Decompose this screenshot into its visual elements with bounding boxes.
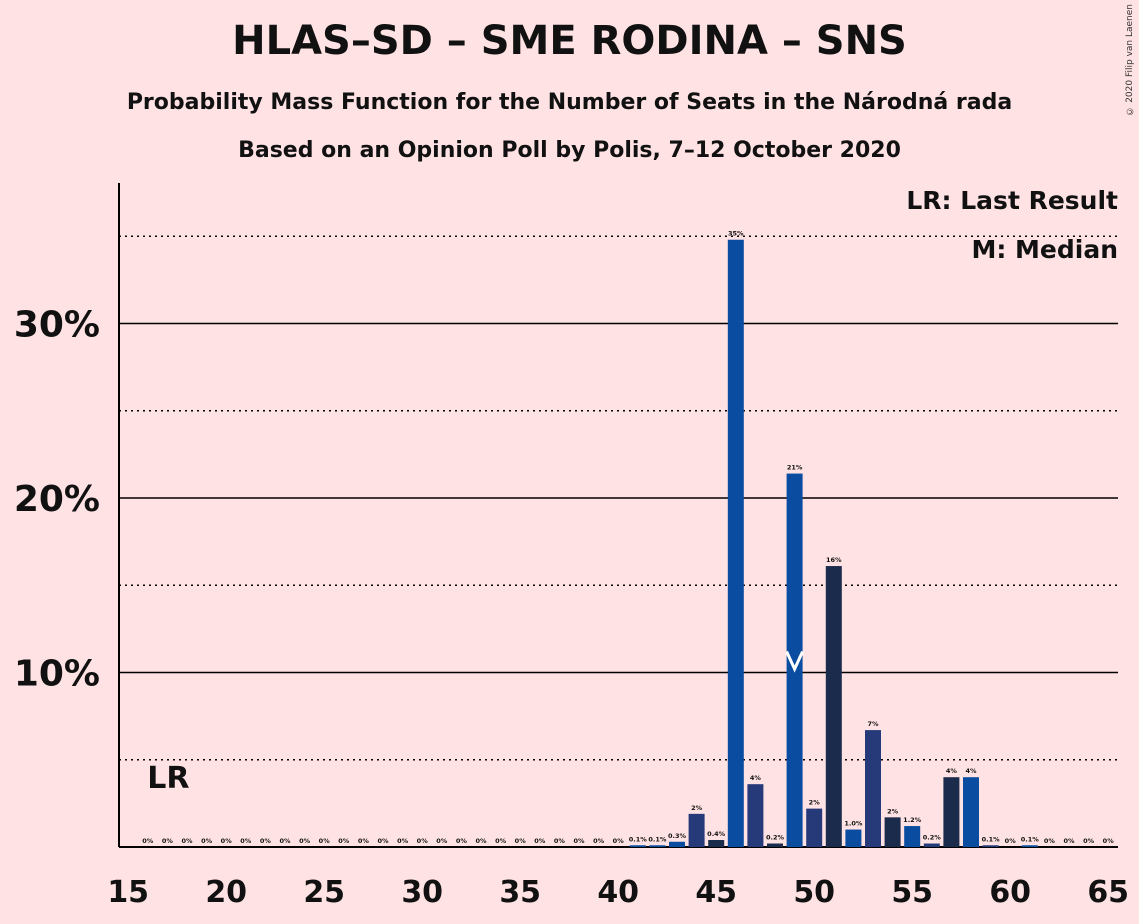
y-tick-label: 20% xyxy=(14,479,100,520)
y-tick-label: 30% xyxy=(14,305,100,346)
chart-source: Based on an Opinion Poll by Polis, 7–12 … xyxy=(238,138,901,163)
x-tick-label: 65 xyxy=(1087,875,1129,910)
bar-value-label: 21% xyxy=(787,464,803,472)
bar-value-label: 0% xyxy=(417,837,429,845)
bar-seats-58 xyxy=(963,777,979,847)
bar-seats-45 xyxy=(708,840,725,847)
x-tick-label: 15 xyxy=(107,875,149,910)
last-result-marker: LR xyxy=(147,761,189,796)
bar-seats-42 xyxy=(649,845,666,847)
x-tick-label: 35 xyxy=(499,875,541,910)
median-marker xyxy=(785,650,804,673)
bar-seats-46 xyxy=(727,239,744,848)
bar-value-label: 0% xyxy=(397,837,409,845)
x-tick-label: 20 xyxy=(205,875,247,910)
x-tick-label: 40 xyxy=(597,875,639,910)
bar-value-label: 0% xyxy=(377,837,389,845)
bar-value-label: 2% xyxy=(809,799,821,807)
x-tick-label: 30 xyxy=(401,875,443,910)
bar-seats-57 xyxy=(943,777,960,847)
bar-value-label: 4% xyxy=(750,774,762,782)
x-tick-label: 50 xyxy=(793,875,835,910)
bar-value-label: 1.2% xyxy=(903,816,922,824)
bar-value-label: 0.2% xyxy=(766,834,785,842)
bar-value-label: 0.1% xyxy=(982,835,1001,843)
bar-seats-43 xyxy=(669,841,685,847)
bar-seats-50 xyxy=(806,808,823,847)
x-tick-label: 25 xyxy=(303,875,345,910)
bar-value-label: 0% xyxy=(279,837,291,845)
bar-value-label: 0% xyxy=(1044,837,1056,845)
bar-value-label: 0% xyxy=(1103,837,1115,845)
bar-value-label: 0.1% xyxy=(1021,835,1040,843)
bar-value-label: 0% xyxy=(1005,837,1017,845)
bar-value-label: 0% xyxy=(554,837,566,845)
bar-value-label: 0% xyxy=(260,837,272,845)
bar-value-label: 0% xyxy=(1063,837,1075,845)
bar-value-label: 0% xyxy=(358,837,370,845)
bar-seats-59 xyxy=(982,845,999,847)
y-tick-label: 10% xyxy=(14,654,100,695)
chart-title: HLAS–SD – SME RODINA – SNS xyxy=(232,18,907,64)
bar-value-label: 0% xyxy=(299,837,311,845)
bar-value-label: 1.0% xyxy=(844,820,863,828)
bar-seats-44 xyxy=(688,813,705,847)
bar-seats-51 xyxy=(825,566,842,847)
bar-seats-55 xyxy=(904,826,921,847)
legend-median: M: Median xyxy=(971,235,1118,264)
bar-value-label: 0% xyxy=(593,837,605,845)
bar-value-label: 0% xyxy=(495,837,507,845)
bar-value-label: 0.1% xyxy=(629,835,648,843)
bar-value-label: 0% xyxy=(456,837,468,845)
bar-seats-56 xyxy=(923,843,940,847)
legend-last-result: LR: Last Result xyxy=(906,186,1118,215)
bar-value-label: 0% xyxy=(534,837,546,845)
bar-value-label: 16% xyxy=(826,556,842,564)
bar-seats-61 xyxy=(1021,845,1038,847)
bar-value-label: 0% xyxy=(338,837,350,845)
bar-value-label: 0.1% xyxy=(648,835,667,843)
bar-value-label: 0% xyxy=(162,837,174,845)
bar-value-label: 7% xyxy=(867,720,879,728)
bar-seats-52 xyxy=(845,829,862,847)
bar-value-label: 0% xyxy=(515,837,527,845)
bar-value-label: 0% xyxy=(436,837,448,845)
bar-seats-47 xyxy=(747,784,764,847)
bar-value-label: 0% xyxy=(240,837,252,845)
bar-seats-53 xyxy=(865,730,881,847)
bar-value-label: 0% xyxy=(1083,837,1095,845)
bar-value-label: 35% xyxy=(728,230,744,238)
bar-value-label: 2% xyxy=(887,807,899,815)
bar-value-label: 4% xyxy=(946,767,958,775)
bar-value-label: 0% xyxy=(181,837,193,845)
bar-value-label: 0% xyxy=(573,837,585,845)
chart-subtitle: Probability Mass Function for the Number… xyxy=(126,90,1013,115)
bar-value-label: 0.4% xyxy=(707,830,726,838)
bar-value-label: 2% xyxy=(691,804,703,812)
x-tick-label: 45 xyxy=(695,875,737,910)
x-tick-label: 55 xyxy=(891,875,933,910)
bar-seats-49 xyxy=(786,473,803,847)
bar-seats-48 xyxy=(767,843,783,847)
bar-seats-41 xyxy=(629,845,646,847)
bar-value-label: 0% xyxy=(221,837,233,845)
x-tick-label: 60 xyxy=(989,875,1031,910)
bar-value-label: 0% xyxy=(475,837,487,845)
bar-value-label: 0% xyxy=(201,837,213,845)
bar-value-label: 0% xyxy=(319,837,331,845)
bar-value-label: 4% xyxy=(965,767,977,775)
bar-value-label: 0.3% xyxy=(668,832,687,840)
bar-value-label: 0.2% xyxy=(923,834,942,842)
bar-seats-54 xyxy=(884,817,901,847)
bar-value-label: 0% xyxy=(142,837,154,845)
bar-value-label: 0% xyxy=(613,837,625,845)
